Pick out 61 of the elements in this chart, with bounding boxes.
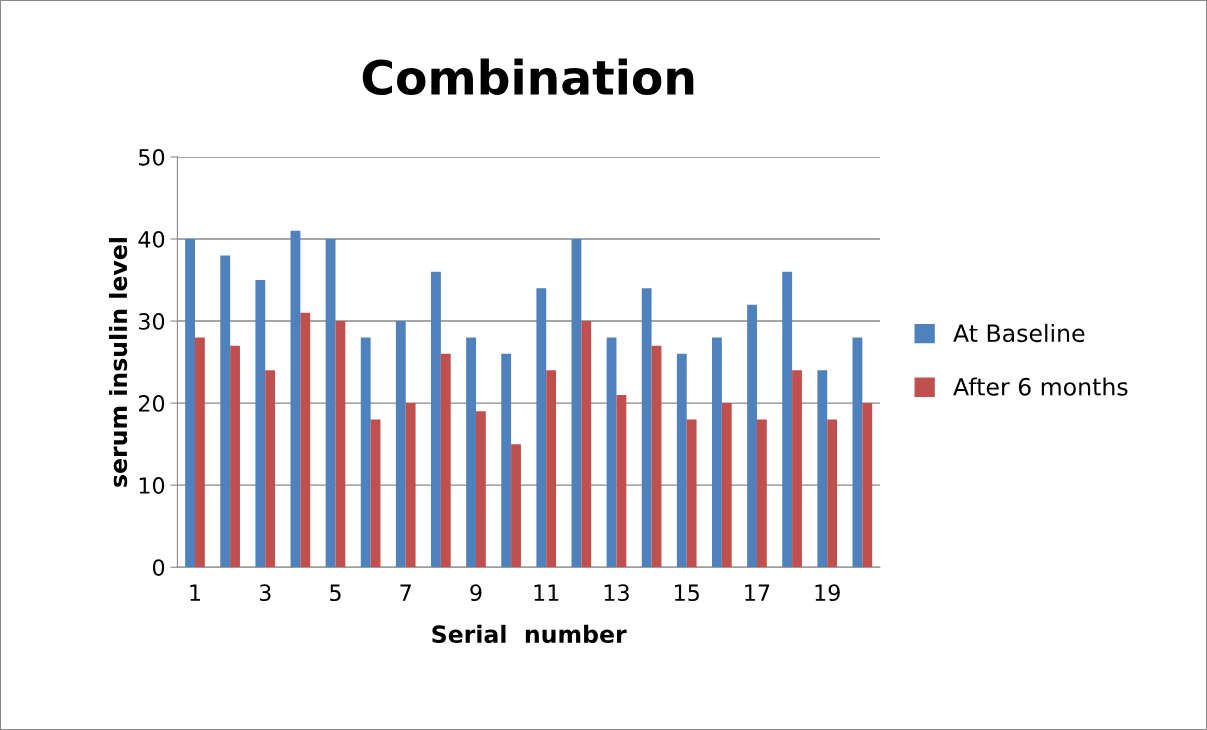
bar <box>606 337 617 568</box>
bar <box>747 304 757 568</box>
bar <box>431 271 441 568</box>
bar <box>405 403 416 568</box>
bar <box>290 230 301 568</box>
y-tick-label: 30 <box>139 313 165 330</box>
y-axis-title: serum insulin level <box>108 238 128 487</box>
bar <box>501 353 512 568</box>
y-tick-label: 0 <box>152 559 165 576</box>
x-tick-label: 11 <box>534 584 559 601</box>
bar <box>676 353 687 568</box>
bar <box>466 337 476 568</box>
bar <box>300 312 311 568</box>
bar <box>230 345 240 568</box>
x-tick-label: 1 <box>190 584 201 601</box>
bar <box>616 394 627 568</box>
bar <box>255 280 266 568</box>
bar <box>440 353 451 568</box>
bar <box>325 239 336 568</box>
y-tick-label: 10 <box>139 477 165 494</box>
bar <box>370 419 381 568</box>
bar <box>817 370 828 568</box>
x-axis-title: Serial number <box>432 624 627 644</box>
x-tick-label: 15 <box>675 584 699 602</box>
x-tick-label: 9 <box>470 584 482 602</box>
bar <box>756 419 767 568</box>
bar <box>571 239 582 568</box>
bar <box>536 288 547 568</box>
chart-title: Combination <box>362 58 694 96</box>
bar <box>792 370 802 568</box>
bar <box>475 411 486 568</box>
x-tick-label: 3 <box>259 584 271 602</box>
x-tick-label: 7 <box>400 584 411 601</box>
bar <box>265 370 276 568</box>
bar <box>360 337 371 568</box>
bar <box>712 337 722 568</box>
bar <box>194 337 205 568</box>
bar <box>782 271 793 568</box>
y-tick-label: 40 <box>138 230 165 248</box>
y-tick-label: 20 <box>138 395 165 412</box>
bar <box>686 419 697 568</box>
x-tick-label: 13 <box>604 584 629 602</box>
x-tick-label: 5 <box>330 584 341 602</box>
bar <box>546 370 557 568</box>
bar <box>185 239 195 568</box>
legend-label: After 6 months <box>953 377 1128 396</box>
legend-label: At Baseline <box>953 323 1085 343</box>
bar <box>651 345 662 568</box>
bar <box>862 403 873 568</box>
bar <box>827 419 838 568</box>
x-tick-label: 17 <box>745 584 770 601</box>
bar <box>220 255 231 568</box>
bar <box>581 321 592 568</box>
bar <box>721 403 732 568</box>
bar <box>511 444 521 568</box>
bar <box>395 321 406 568</box>
y-tick-label: 50 <box>139 148 165 166</box>
x-tick-label: 19 <box>815 584 840 602</box>
bar <box>852 337 863 568</box>
bar <box>335 321 346 568</box>
bar <box>641 288 652 568</box>
